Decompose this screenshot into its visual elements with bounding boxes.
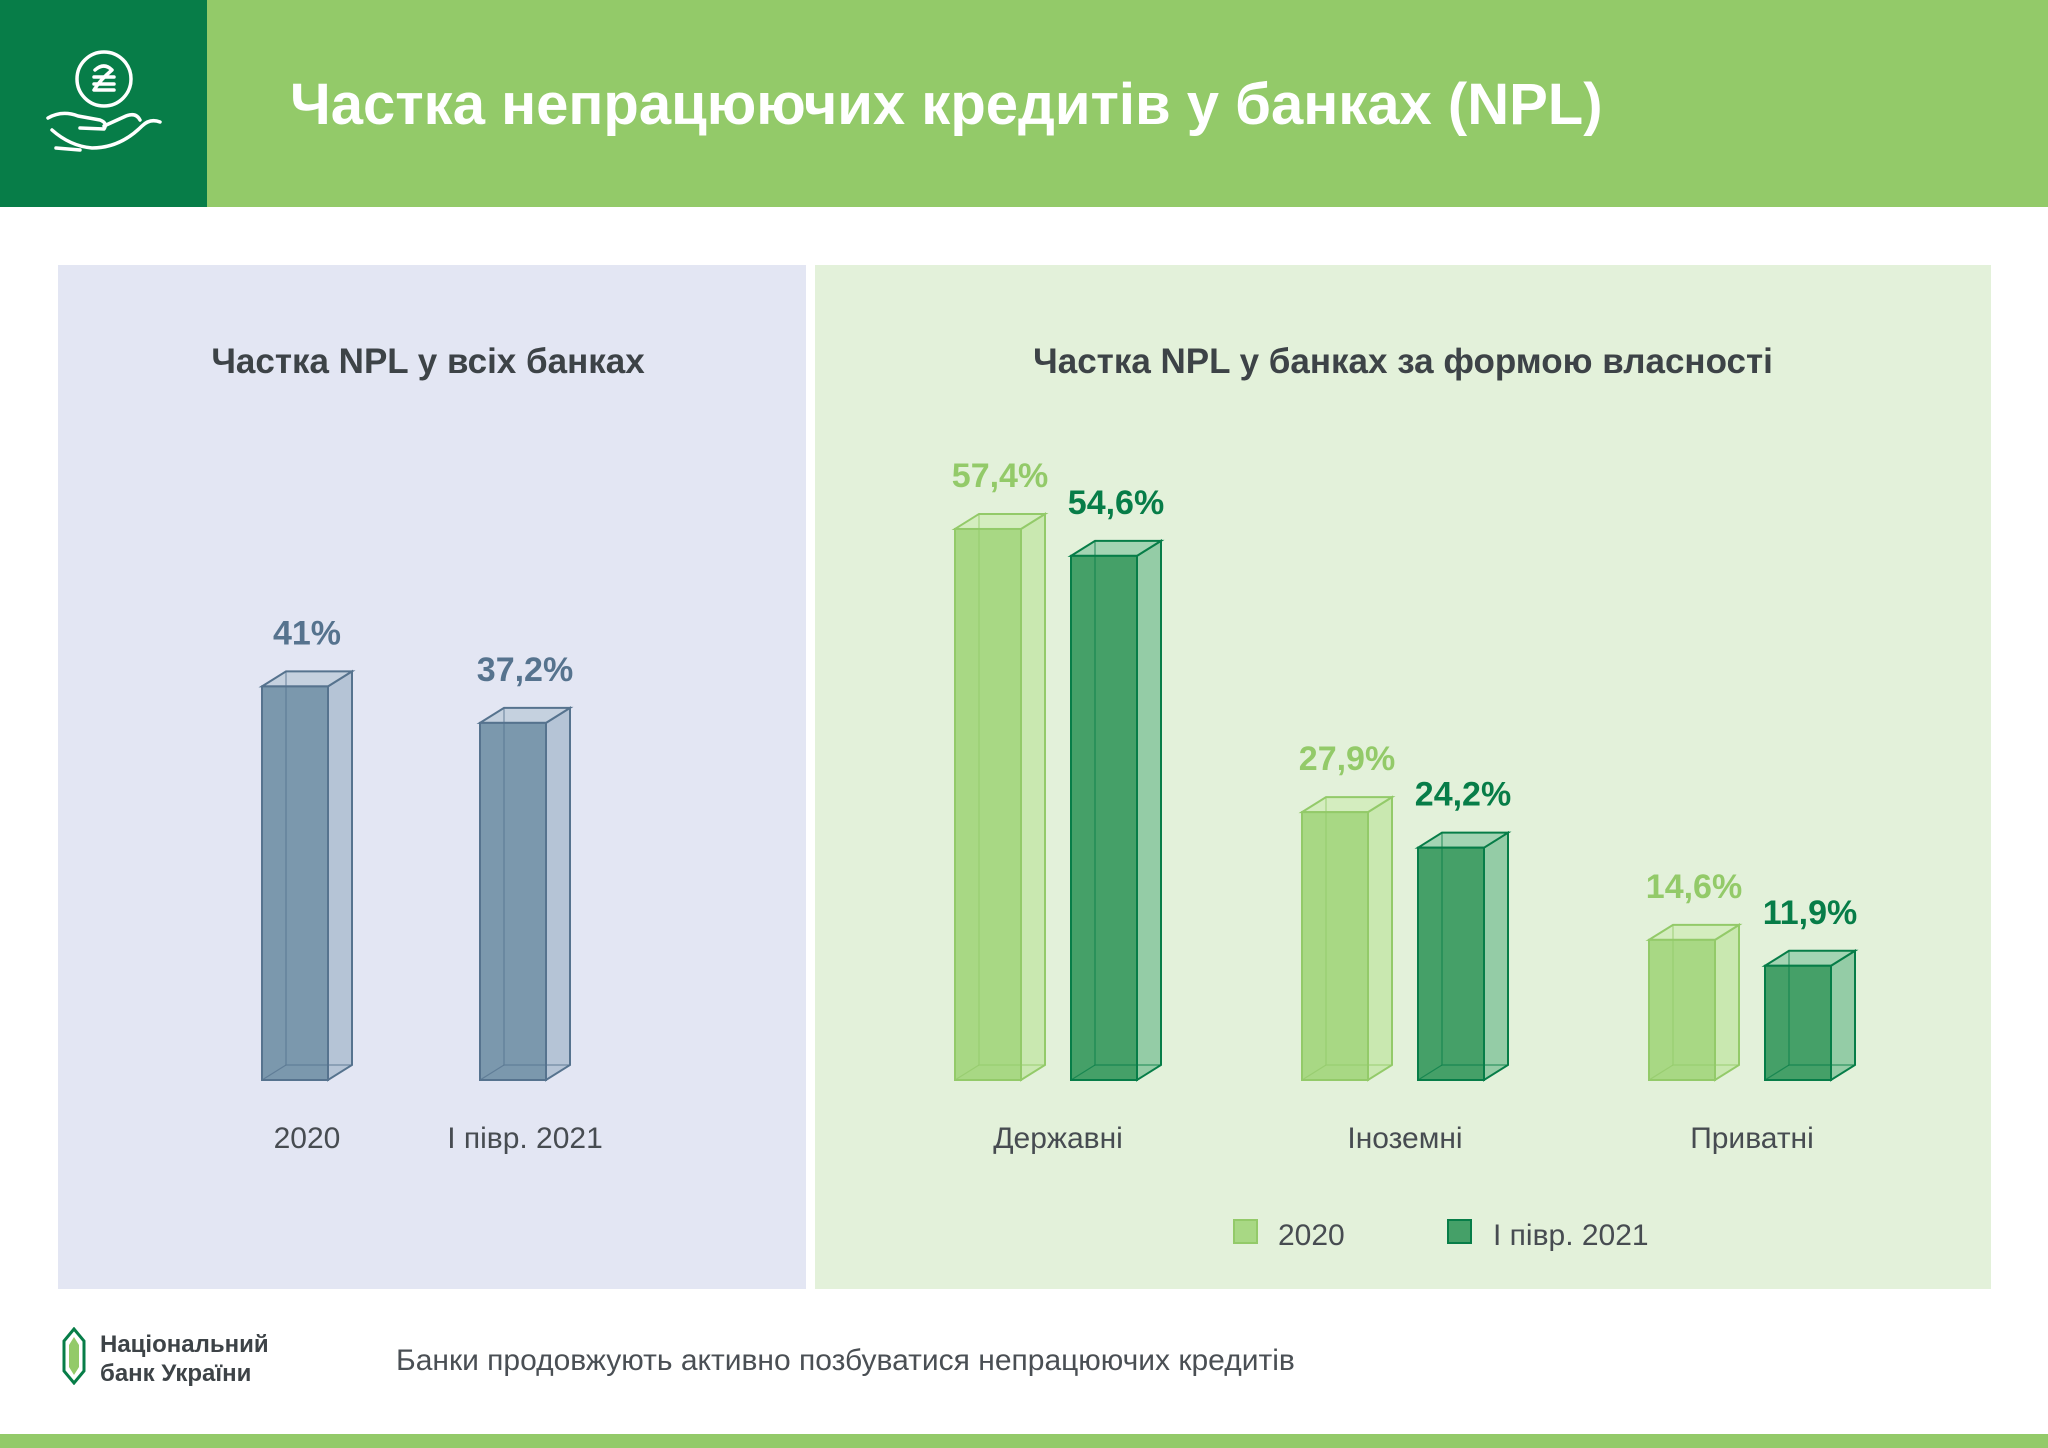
right-value-label-0-0: 57,4% xyxy=(952,457,1048,495)
left-category-label-1: І півр. 2021 xyxy=(447,1122,603,1155)
right-bar-1-0 xyxy=(1298,795,1396,1082)
left-value-label-0: 41% xyxy=(273,614,341,652)
right-bar-1-1 xyxy=(1414,830,1512,1082)
right-value-label-1-0: 27,9% xyxy=(1299,740,1395,778)
footer-caption: Банки продовжують активно позбуватися не… xyxy=(396,1344,1295,1377)
bottom-bar xyxy=(0,1434,2048,1448)
legend-label-2021: І півр. 2021 xyxy=(1493,1219,1649,1252)
logo-box xyxy=(0,0,207,207)
legend-label-2020: 2020 xyxy=(1278,1219,1345,1252)
right-category-label-2: Приватні xyxy=(1690,1122,1814,1155)
right-bar-2-1 xyxy=(1761,948,1859,1082)
left-chart-panel xyxy=(58,265,806,1289)
right-chart-title: Частка NPL у банках за формою власності xyxy=(1033,342,1773,381)
right-category-label-1: Іноземні xyxy=(1347,1122,1462,1155)
right-bar-0-0 xyxy=(951,512,1049,1082)
right-category-label-0: Державні xyxy=(993,1122,1123,1155)
right-bar-2-0 xyxy=(1645,923,1743,1082)
legend-swatch-2021 xyxy=(1447,1219,1472,1244)
organization-name: Національний банк України xyxy=(100,1330,269,1388)
page-title: Частка непрацюючих кредитів у банках (NP… xyxy=(290,72,1603,137)
left-chart-title: Частка NPL у всіх банках xyxy=(211,342,645,381)
right-value-label-1-1: 24,2% xyxy=(1415,776,1511,814)
right-value-label-2-0: 14,6% xyxy=(1646,868,1742,906)
right-bar-0-1 xyxy=(1067,539,1165,1082)
hand-with-hryvnia-coin-icon xyxy=(46,50,162,152)
organization-name-line2: банк України xyxy=(100,1360,252,1387)
left-category-label-0: 2020 xyxy=(274,1122,341,1155)
left-bar-0 xyxy=(258,669,356,1082)
right-value-label-2-1: 11,9% xyxy=(1763,894,1858,932)
right-chart-bars xyxy=(951,512,1859,1082)
header-banner: Частка непрацюючих кредитів у банках (NP… xyxy=(0,0,2048,207)
left-value-label-1: 37,2% xyxy=(477,651,573,689)
nbu-banknote-logo-icon xyxy=(62,1327,86,1385)
right-chart-labels: 57,4% 54,6% Державні 27,9% 24,2% Іноземні 14,6… xyxy=(952,457,1857,1155)
chart-legend: 2020 І півр. 2021 xyxy=(1233,1219,1649,1252)
left-chart-bars xyxy=(258,669,574,1082)
left-bar-1 xyxy=(476,706,574,1082)
legend-swatch-2020 xyxy=(1233,1219,1258,1244)
right-value-label-0-1: 54,6% xyxy=(1068,484,1164,522)
left-chart-labels: 41% 2020 37,2% І півр. 2021 xyxy=(273,614,603,1155)
organization-name-line1: Національний xyxy=(100,1331,269,1358)
